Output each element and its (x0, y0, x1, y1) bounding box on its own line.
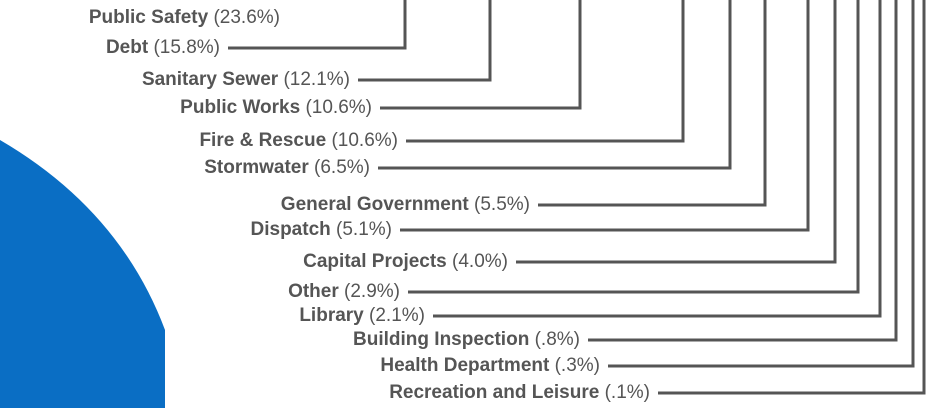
slice-name: Dispatch (251, 219, 331, 240)
slice-label: Building Inspection (.8%) (353, 329, 580, 350)
slice-label: Other (2.9%) (288, 281, 400, 302)
slice-name: Public Safety (89, 7, 209, 28)
slice-name: Public Works (180, 97, 300, 118)
slice-label: Public Safety (23.6%) (89, 7, 280, 28)
leader-line (228, 0, 407, 50)
leader-line (358, 0, 492, 82)
slice-name: Building Inspection (353, 329, 529, 350)
slice-label: Public Works (10.6%) (180, 97, 372, 118)
slice-value-label: (.8%) (535, 329, 580, 350)
slice-name: Stormwater (204, 157, 309, 178)
slice-value-label: (12.1%) (283, 69, 350, 90)
slice-value-label: (10.6%) (331, 130, 398, 151)
slice-name: Health Department (380, 355, 550, 376)
leader-line (538, 0, 767, 207)
slice-name: Recreation and Leisure (389, 382, 599, 403)
slice-name: Other (288, 281, 339, 302)
slice-label: Sanitary Sewer (12.1%) (142, 69, 350, 90)
slice-label: Recreation and Leisure (.1%) (389, 382, 650, 403)
slice-value-label: (5.1%) (336, 219, 392, 240)
slice-value-label: (23.6%) (213, 7, 280, 28)
slice-name: General Government (281, 194, 470, 215)
slice-name: Debt (106, 37, 149, 58)
slice-name: Library (299, 305, 364, 326)
slice-label: Library (2.1%) (299, 305, 425, 326)
slice-label: Health Department (.3%) (380, 355, 600, 376)
leader-line (658, 0, 926, 395)
slice-label: Stormwater (6.5%) (204, 157, 370, 178)
slice-value-label: (4.0%) (452, 251, 508, 272)
slice-name: Fire & Rescue (199, 130, 326, 151)
slice-value-label: (15.8%) (153, 37, 220, 58)
slice-value-label: (2.1%) (369, 305, 425, 326)
leader-line (588, 0, 898, 342)
slice-value-label: (10.6%) (305, 97, 372, 118)
slice-label: Capital Projects (4.0%) (303, 251, 508, 272)
leader-line (516, 0, 837, 264)
leader-line (380, 0, 582, 110)
leader-line (378, 0, 732, 170)
slice-value-label: (5.5%) (474, 194, 530, 215)
slice-label: Dispatch (5.1%) (251, 219, 393, 240)
slice-value-label: (.3%) (555, 355, 600, 376)
leader-line (400, 0, 810, 232)
slice-value-label: (6.5%) (314, 157, 370, 178)
slice-value-label: (.1%) (605, 382, 650, 403)
slice-label: Fire & Rescue (10.6%) (199, 130, 398, 151)
slice-label: Debt (15.8%) (106, 37, 220, 58)
slice-label: General Government (5.5%) (281, 194, 530, 215)
slice-value-label: (2.9%) (344, 281, 400, 302)
slice-name: Sanitary Sewer (142, 69, 279, 90)
leader-line (406, 0, 685, 143)
slice-name: Capital Projects (303, 251, 447, 272)
leader-line (433, 0, 882, 318)
pie-edge (0, 140, 165, 408)
leader-line (608, 0, 915, 368)
leader-line (408, 0, 860, 294)
